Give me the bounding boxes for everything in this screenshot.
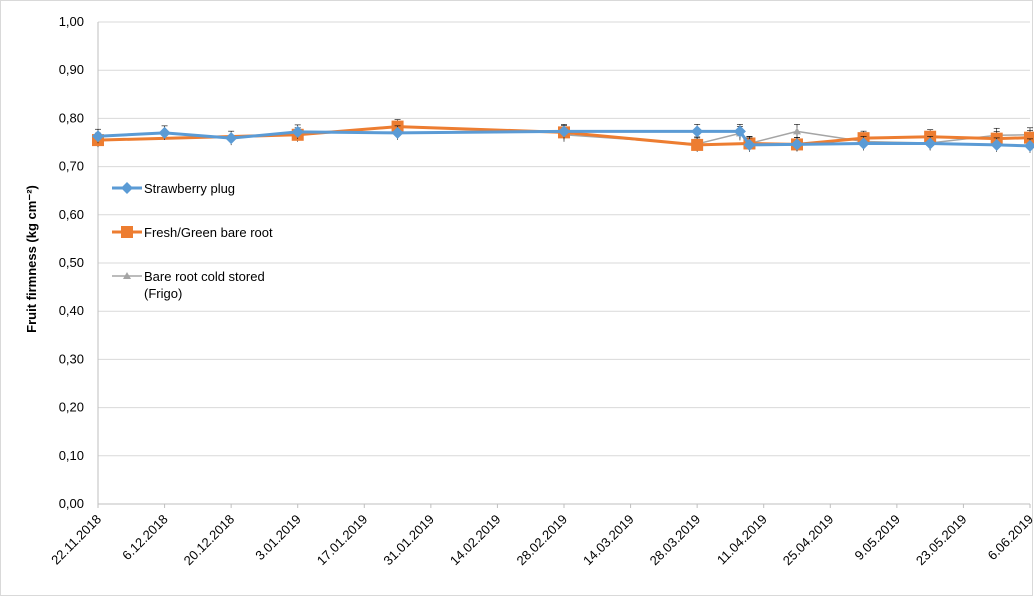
data-point: [291, 125, 304, 138]
data-point: [733, 125, 746, 138]
y-axis-ticks: 0,00 0,10 0,20 0,30 0,40 0,50 0,60 0,70 0,80 0,90…: [59, 14, 84, 511]
x-tick-label: 3.01.2019: [252, 512, 304, 564]
y-tick-label: 0,50: [59, 255, 84, 270]
y-tick-label: 0,00: [59, 496, 84, 511]
legend-label: Strawberry plug: [144, 181, 235, 196]
legend-item-2: Bare root cold stored (Frigo): [112, 269, 265, 301]
series-0: [92, 124, 1034, 153]
data-point: [391, 126, 404, 139]
legend-marker: [121, 182, 133, 194]
legend-label: Fresh/Green bare root: [144, 225, 273, 240]
x-axis-ticks: 22.11.2018 6.12.2018 20.12.2018 3.01.2019 17…: [48, 512, 1034, 569]
legend: Strawberry plug Fresh/Green bare root Bare…: [112, 181, 273, 301]
x-tick-label: 6.06.2019: [985, 512, 1034, 564]
x-tick-label: 28.02.2019: [513, 512, 570, 569]
legend-marker: [121, 226, 133, 238]
data-point: [1024, 131, 1034, 144]
x-tick-label: 20.12.2018: [181, 512, 238, 569]
legend-marker: [123, 272, 131, 279]
data-point: [1024, 139, 1034, 152]
grid-lines: [98, 21, 1030, 457]
data-point: [857, 137, 870, 150]
series-group: [92, 119, 1034, 153]
legend-item-0: Strawberry plug: [112, 181, 235, 196]
axes: [97, 22, 1031, 508]
y-tick-label: 0,80: [59, 110, 84, 125]
legend-item-1: Fresh/Green bare root: [112, 225, 273, 240]
data-point: [92, 130, 104, 143]
data-point: [990, 138, 1003, 151]
y-tick-label: 0,40: [59, 303, 84, 318]
y-tick-label: 0,10: [59, 448, 84, 463]
x-tick-label: 17.01.2019: [314, 512, 371, 569]
y-tick-label: 1,00: [59, 14, 84, 29]
legend-label: Bare root cold stored (Frigo): [144, 269, 265, 301]
data-point: [558, 125, 570, 138]
x-tick-label: 14.02.2019: [447, 512, 504, 569]
x-tick-label: 23.05.2019: [913, 512, 970, 569]
y-tick-label: 0,20: [59, 400, 84, 415]
x-tick-label: 31.01.2019: [380, 512, 437, 569]
x-tick-label: 14.03.2019: [580, 512, 637, 569]
data-point: [743, 138, 756, 151]
data-point: [225, 132, 238, 145]
y-tick-label: 0,30: [59, 351, 84, 366]
data-point: [158, 126, 171, 139]
y-tick-label: 0,90: [59, 62, 84, 77]
y-axis-label: Fruit firmness (kg cm⁻²): [24, 185, 39, 333]
x-tick-label: 22.11.2018: [48, 512, 104, 568]
data-point: [793, 127, 801, 135]
data-point: [691, 125, 704, 138]
series-line: [97, 129, 1031, 148]
x-tick-label: 11.04.2019: [714, 512, 770, 568]
data-point: [924, 137, 937, 150]
x-tick-label: 6.12.2018: [119, 512, 171, 564]
x-tick-label: 25.04.2019: [780, 512, 837, 569]
x-tick-label: 28.03.2019: [647, 512, 704, 569]
y-tick-label: 0,60: [59, 207, 84, 222]
x-tick-label: 9.05.2019: [851, 512, 903, 564]
y-tick-label: 0,70: [59, 159, 84, 174]
data-point: [691, 138, 704, 151]
data-point: [791, 138, 803, 151]
